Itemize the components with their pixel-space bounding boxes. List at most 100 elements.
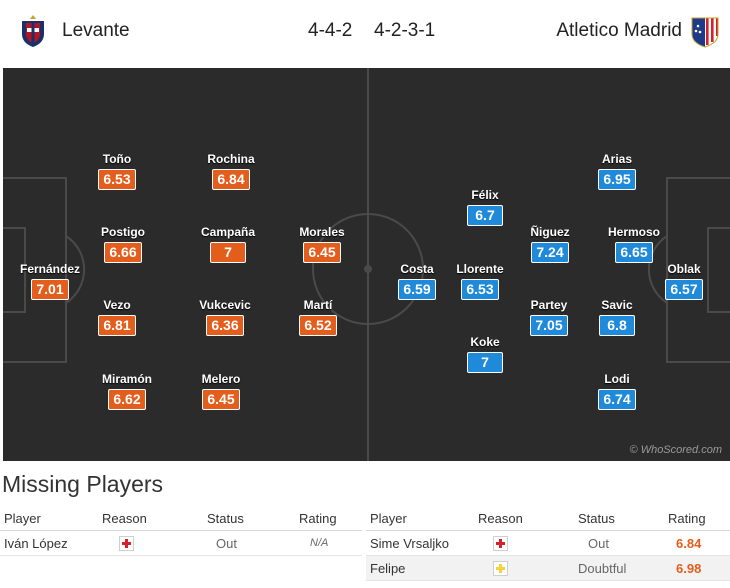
table-row[interactable]: Sime Vrsaljko Out 6.84 <box>366 531 730 556</box>
home-player[interactable]: Fernández 7.01 <box>10 262 90 300</box>
col-status: Status <box>207 511 244 526</box>
home-player[interactable]: Campaña 7 <box>188 225 268 263</box>
missing-status: Out <box>216 536 237 551</box>
player-name[interactable]: Ñiguez <box>530 225 570 239</box>
player-name[interactable]: Llorente <box>456 262 504 276</box>
away-team-name[interactable]: Atletico Madrid <box>556 20 682 41</box>
whoscored-watermark: © WhoScored.com <box>629 444 722 456</box>
missing-players-title: Missing Players <box>2 471 164 497</box>
player-rating: 6.36 <box>206 315 244 336</box>
home-player[interactable]: Martí 6.52 <box>278 298 358 336</box>
player-name[interactable]: Postigo <box>101 225 145 239</box>
atletico-crest-icon[interactable] <box>690 14 720 48</box>
player-name[interactable]: Campaña <box>200 225 256 239</box>
missing-status: Doubtful <box>578 561 627 576</box>
away-player[interactable]: Partey 7.05 <box>509 298 589 336</box>
home-missing-table: Player Reason Status Rating Iván López O… <box>0 506 362 556</box>
player-name[interactable]: Arias <box>601 152 633 166</box>
home-player[interactable]: Morales 6.45 <box>282 225 362 263</box>
away-player[interactable]: Llorente 6.53 <box>440 262 520 300</box>
col-rating: Rating <box>668 511 706 526</box>
col-status: Status <box>578 511 615 526</box>
player-rating: 6.66 <box>104 242 142 263</box>
home-player[interactable]: Melero 6.45 <box>181 372 261 410</box>
col-rating: Rating <box>299 511 337 526</box>
pitch: Toño 6.53 Rochina 6.84 Postigo 6.66 Campaña 7 Mo… <box>3 68 730 461</box>
player-name[interactable]: Koke <box>470 335 500 349</box>
player-rating: 6.45 <box>202 389 240 410</box>
away-player[interactable]: Hermoso 6.65 <box>594 225 674 263</box>
table-row[interactable]: Iván López Out N/A <box>0 531 362 556</box>
player-rating: 7.24 <box>531 242 569 263</box>
player-name[interactable]: Oblak <box>667 262 701 276</box>
away-player[interactable]: Costa 6.59 <box>377 262 457 300</box>
home-player[interactable]: Vukcevic 6.36 <box>185 298 265 336</box>
away-player[interactable]: Koke 7 <box>445 335 525 373</box>
home-player[interactable]: Rochina 6.84 <box>191 152 271 190</box>
player-name[interactable]: Costa <box>400 262 434 276</box>
player-rating: 6.84 <box>212 169 250 190</box>
player-name[interactable]: Lodi <box>604 372 630 386</box>
player-rating: 7 <box>210 242 246 263</box>
home-team-name[interactable]: Levante <box>62 20 130 41</box>
player-name[interactable]: Partey <box>530 298 568 312</box>
doubtful-icon <box>493 561 508 576</box>
player-name[interactable]: Morales <box>299 225 345 239</box>
player-name[interactable]: Fernández <box>19 262 80 276</box>
injury-icon <box>493 536 508 551</box>
player-name[interactable]: Vukcevic <box>199 298 251 312</box>
col-reason: Reason <box>478 511 523 526</box>
player-rating: 7 <box>467 352 503 373</box>
player-name[interactable]: Toño <box>102 152 132 166</box>
away-player[interactable]: Félix 6.7 <box>445 188 525 226</box>
missing-player-name[interactable]: Felipe <box>370 561 406 576</box>
away-missing-table: Player Reason Status Rating Sime Vrsaljk… <box>366 506 730 581</box>
player-name[interactable]: Félix <box>471 188 499 202</box>
away-player[interactable]: Lodi 6.74 <box>577 372 657 410</box>
home-player[interactable]: Postigo 6.66 <box>83 225 163 263</box>
missing-rating: 6.84 <box>676 536 702 551</box>
away-formation: 4-2-3-1 <box>374 20 436 41</box>
player-name[interactable]: Hermoso <box>607 225 660 239</box>
player-rating: 6.65 <box>615 242 653 263</box>
player-rating: 6.52 <box>299 315 337 336</box>
player-rating: 6.59 <box>398 279 436 300</box>
away-player[interactable]: Ñiguez 7.24 <box>510 225 590 263</box>
player-name[interactable]: Martí <box>303 298 333 312</box>
player-rating: 6.57 <box>665 279 703 300</box>
table-row[interactable]: Felipe Doubtful 6.98 <box>366 556 730 581</box>
missing-player-name[interactable]: Iván López <box>4 536 68 551</box>
missing-rating: 6.98 <box>676 561 702 576</box>
away-player[interactable]: Oblak 6.57 <box>644 262 724 300</box>
col-player: Player <box>4 511 41 526</box>
levante-crest-icon[interactable] <box>18 14 48 48</box>
away-player[interactable]: Arias 6.95 <box>577 152 657 190</box>
home-player[interactable]: Toño 6.53 <box>77 152 157 190</box>
match-header: Levante 4-4-2 4-2-3-1 Atletico Madrid <box>0 0 730 66</box>
injury-icon <box>119 536 134 551</box>
col-reason: Reason <box>102 511 147 526</box>
missing-status: Out <box>588 536 609 551</box>
missing-player-name[interactable]: Sime Vrsaljko <box>370 536 449 551</box>
player-name[interactable]: Miramón <box>101 372 152 386</box>
player-name[interactable]: Vezo <box>103 298 131 312</box>
player-rating: 7.05 <box>530 315 568 336</box>
home-player[interactable]: Miramón 6.62 <box>87 372 167 410</box>
home-missing-header: Player Reason Status Rating <box>0 506 362 531</box>
player-name[interactable]: Melero <box>201 372 241 386</box>
player-rating: 6.45 <box>303 242 341 263</box>
player-rating: 6.53 <box>98 169 136 190</box>
player-name[interactable]: Rochina <box>207 152 255 166</box>
player-rating: 6.74 <box>598 389 636 410</box>
away-player[interactable]: Savic 6.8 <box>577 298 657 336</box>
player-name[interactable]: Savic <box>601 298 633 312</box>
pitch-lines <box>3 68 730 461</box>
away-missing-header: Player Reason Status Rating <box>366 506 730 531</box>
player-rating: 6.8 <box>599 315 635 336</box>
player-rating: 6.7 <box>467 205 503 226</box>
home-player[interactable]: Vezo 6.81 <box>77 298 157 336</box>
home-formation: 4-4-2 <box>308 20 353 41</box>
col-player: Player <box>370 511 407 526</box>
player-rating: 6.53 <box>461 279 499 300</box>
player-rating: 7.01 <box>31 279 69 300</box>
